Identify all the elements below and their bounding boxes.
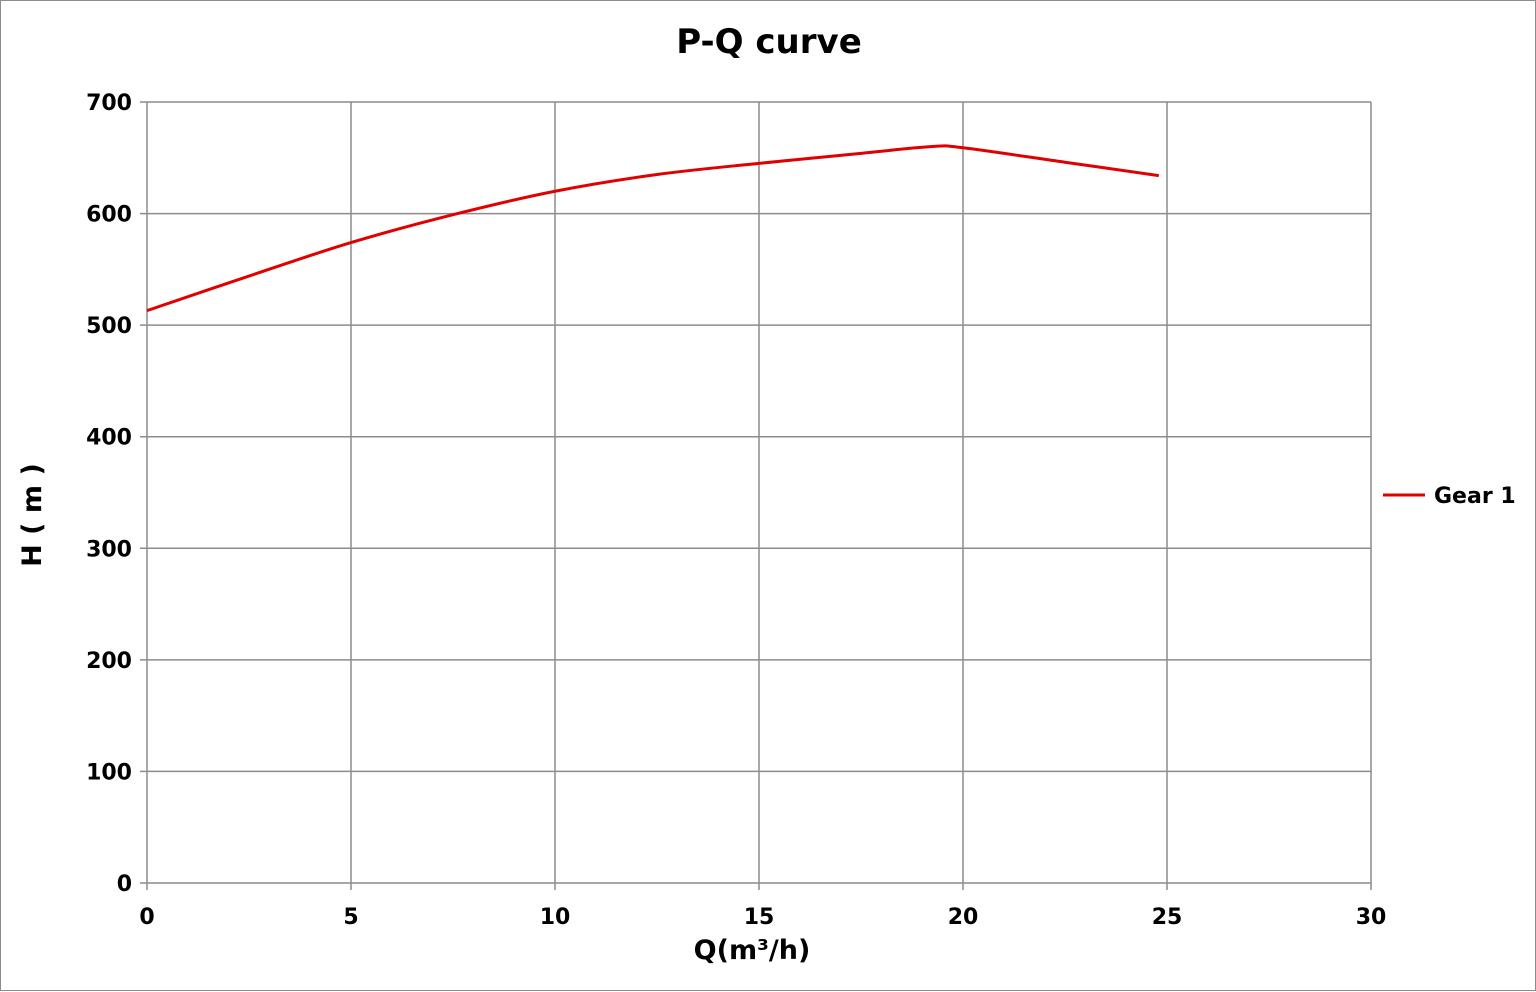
x-tick-label: 20 xyxy=(948,905,979,930)
legend-label-gear-1: Gear 1 xyxy=(1434,484,1516,509)
y-tick-label: 400 xyxy=(86,426,132,451)
x-axis-label: Q(m³/h) xyxy=(694,935,811,966)
grid-lines xyxy=(140,101,1372,890)
y-tick-label: 100 xyxy=(86,760,132,785)
y-tick-label: 700 xyxy=(86,91,132,116)
x-tick-label: 5 xyxy=(343,905,358,930)
x-tick-label: 15 xyxy=(744,905,775,930)
series-layer xyxy=(146,144,1160,313)
y-tick-label: 0 xyxy=(117,872,132,897)
x-tick-label: 30 xyxy=(1356,905,1387,930)
y-axis-label: H ( m ) xyxy=(17,463,48,567)
y-tick-label: 300 xyxy=(86,537,132,562)
series-line-gear-1 xyxy=(146,144,1160,313)
y-tick-label: 200 xyxy=(86,649,132,674)
y-tick-label: 600 xyxy=(86,203,132,228)
x-tick-label: 10 xyxy=(540,905,571,930)
chart-title: P-Q curve xyxy=(676,22,862,62)
legend: Gear 1 xyxy=(1383,484,1516,509)
y-tick-label: 500 xyxy=(86,314,132,339)
x-tick-label: 25 xyxy=(1152,905,1183,930)
x-tick-label: 0 xyxy=(139,905,154,930)
tick-labels: 0 100 200 300 400 500 600 700 0 5 10 15 20 25 30 xyxy=(86,91,1386,930)
